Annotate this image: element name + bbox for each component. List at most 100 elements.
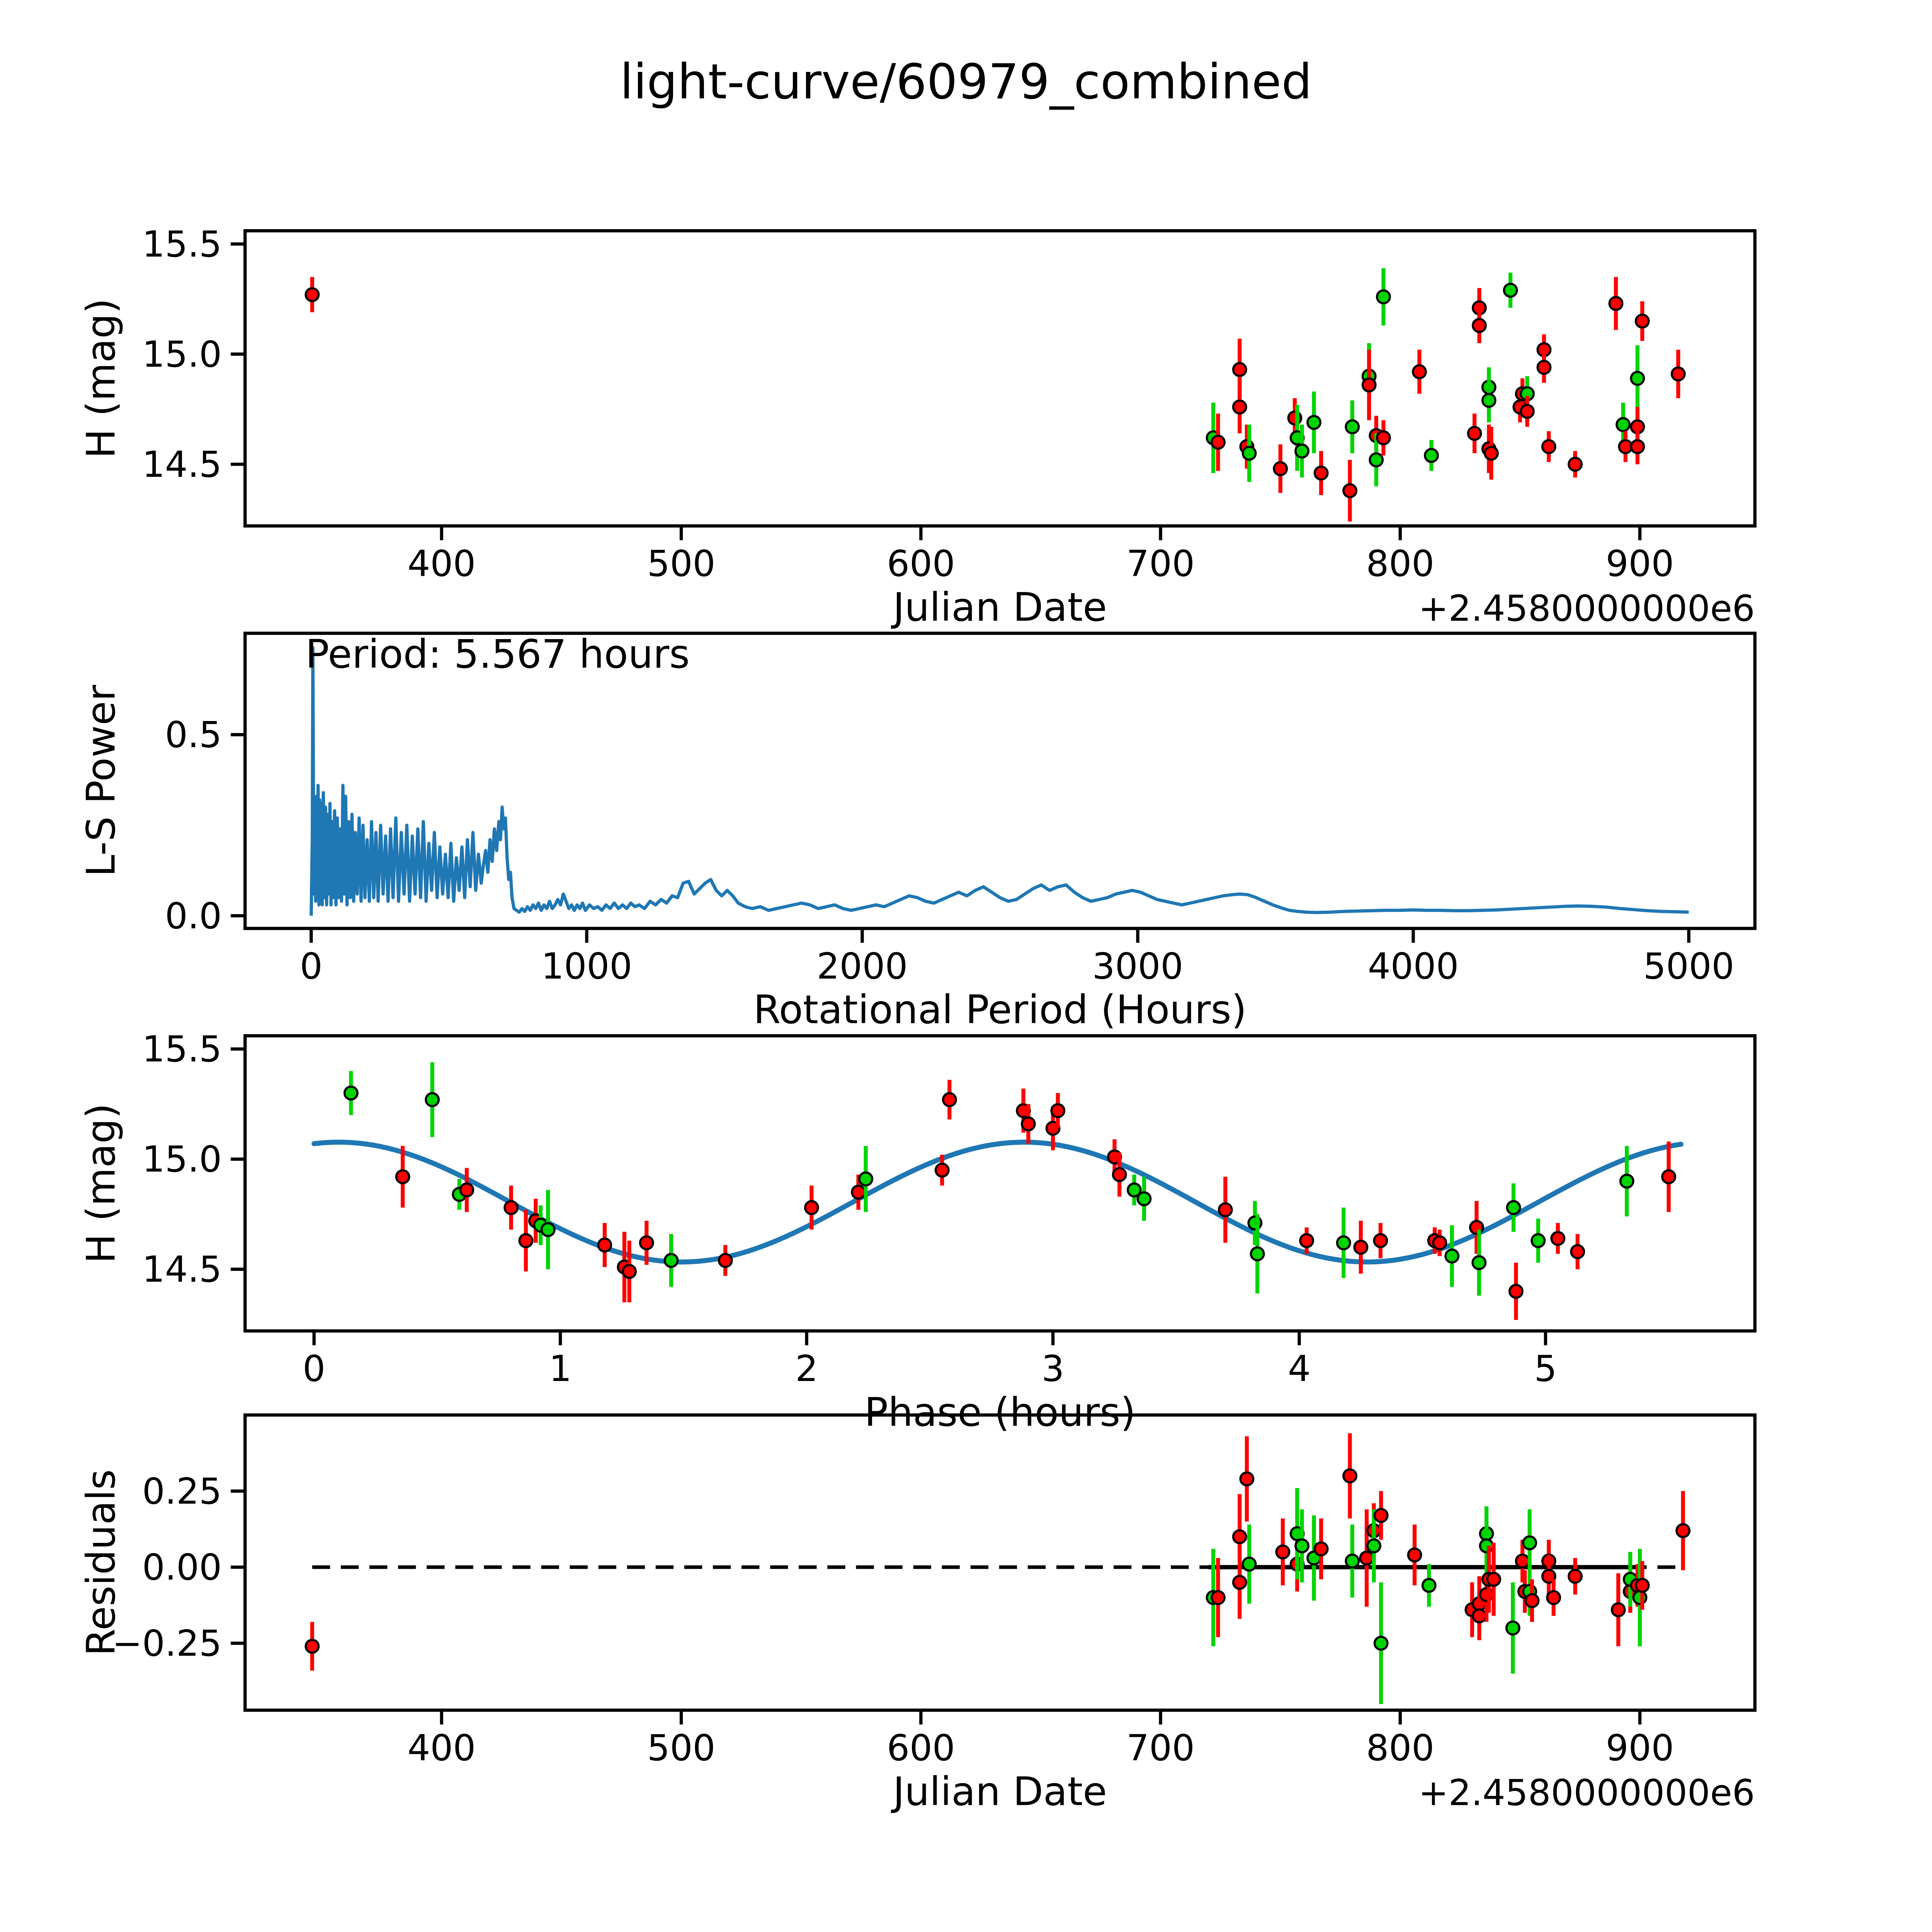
x-tick-label: 5000 — [1643, 945, 1735, 987]
marker — [1570, 1244, 1585, 1259]
marker — [1218, 1202, 1233, 1218]
x-tick-label: 0 — [303, 1348, 325, 1389]
marker — [1242, 446, 1257, 461]
data-point-green — [1345, 1524, 1360, 1598]
data-point-red — [1675, 1491, 1691, 1570]
marker — [1471, 318, 1487, 333]
marker — [1239, 1471, 1255, 1486]
data-point-red — [1412, 350, 1427, 394]
data-point-red — [1210, 1558, 1226, 1637]
y-tick-label: 0.0 — [165, 895, 222, 937]
marker — [1515, 1553, 1530, 1569]
data-point-green — [1294, 1509, 1310, 1583]
axis-offset-label: +2.4580000000e6 — [1418, 1772, 1755, 1813]
data-point-red — [1050, 1093, 1066, 1128]
data-point-red — [1546, 1579, 1561, 1616]
marker — [1373, 1233, 1388, 1248]
data-point-red — [1313, 1518, 1329, 1580]
marker — [1611, 1602, 1626, 1617]
data-point-red — [1373, 1223, 1388, 1259]
data-point-green — [1616, 402, 1631, 447]
marker — [1670, 366, 1686, 382]
marker — [1273, 461, 1288, 476]
marker — [518, 1233, 534, 1248]
marker — [1313, 465, 1329, 481]
marker — [1250, 1246, 1265, 1262]
marker — [1503, 282, 1518, 298]
axes-box — [243, 1413, 1757, 1712]
x-tick-label: 600 — [887, 1727, 955, 1769]
data-point-green — [1336, 1208, 1351, 1278]
marker — [1661, 1169, 1677, 1184]
x-tick-label: 0 — [300, 945, 323, 987]
marker — [1232, 1575, 1247, 1590]
data-point-red — [1239, 1436, 1255, 1522]
marker — [1210, 435, 1226, 450]
y-tick-label: 15.0 — [142, 333, 222, 375]
marker — [1373, 1636, 1389, 1651]
x-tick-label: 3000 — [1092, 945, 1184, 987]
data-point-red — [622, 1240, 637, 1303]
data-point-red — [1232, 1546, 1247, 1619]
marker — [540, 1222, 556, 1237]
x-axis-label: Phase (hours) — [864, 1389, 1136, 1435]
data-point-red — [804, 1185, 819, 1230]
marker — [1232, 1529, 1247, 1544]
marker — [1232, 362, 1247, 377]
marker — [1136, 1191, 1152, 1206]
data-point-green — [1376, 268, 1391, 326]
data-point-green — [1503, 272, 1518, 308]
marker — [1232, 399, 1247, 415]
data-point-red — [1373, 1491, 1389, 1540]
y-axis-label: H (mag) — [78, 298, 124, 459]
data-point-red — [1550, 1223, 1566, 1254]
data-point-green — [1369, 433, 1384, 486]
data-point-red — [1483, 427, 1499, 480]
x-tick-label: 700 — [1126, 543, 1195, 585]
x-tick-label: 700 — [1126, 1727, 1195, 1769]
data-point-red — [1218, 1177, 1233, 1243]
marker — [1479, 1587, 1494, 1602]
marker — [1359, 1550, 1374, 1566]
marker — [804, 1200, 819, 1215]
data-point-green — [1506, 1183, 1521, 1232]
marker — [1522, 1535, 1537, 1551]
data-point-red — [718, 1245, 733, 1276]
panel-lomb-scargle-periodogram: 0 1000 2000 3000 4000 5000 0.5 0.0 Rotational Pe… — [78, 631, 1757, 1033]
y-tick-label: 15.0 — [142, 1138, 222, 1180]
marker — [1675, 1523, 1691, 1538]
data-point-green — [1421, 1564, 1437, 1607]
marker — [459, 1182, 474, 1198]
x-tick-label: 800 — [1366, 1727, 1434, 1769]
data-point-red — [597, 1223, 612, 1267]
marker — [1423, 448, 1439, 463]
marker — [850, 1184, 866, 1200]
data-point-green — [1531, 1218, 1546, 1263]
x-tick-label: 500 — [647, 543, 716, 585]
data-point-red — [1361, 350, 1377, 420]
data-point-red — [1432, 1230, 1447, 1256]
y-tick-label: 0.5 — [165, 714, 222, 756]
marker — [1242, 1556, 1257, 1572]
period-annotation: Period: 5.567 hours — [306, 631, 690, 677]
marker — [1366, 1538, 1381, 1554]
y-tick-label: −0.25 — [112, 1622, 222, 1664]
data-point-red — [1536, 352, 1552, 383]
marker — [1353, 1240, 1369, 1255]
data-point-red — [1342, 460, 1357, 522]
marker — [1524, 1593, 1540, 1608]
marker — [1506, 1200, 1521, 1215]
x-tick-label: 2000 — [817, 945, 908, 987]
marker — [343, 1085, 359, 1101]
data-point-green — [1619, 1146, 1634, 1217]
data-point-green — [1250, 1214, 1265, 1294]
data-point-green — [1373, 1582, 1389, 1704]
data-point-red — [1299, 1227, 1315, 1254]
marker — [1505, 1620, 1520, 1636]
data-point-red — [1541, 431, 1556, 462]
marker — [1020, 1116, 1036, 1132]
x-tick-label: 800 — [1366, 543, 1434, 585]
marker — [1287, 410, 1303, 426]
